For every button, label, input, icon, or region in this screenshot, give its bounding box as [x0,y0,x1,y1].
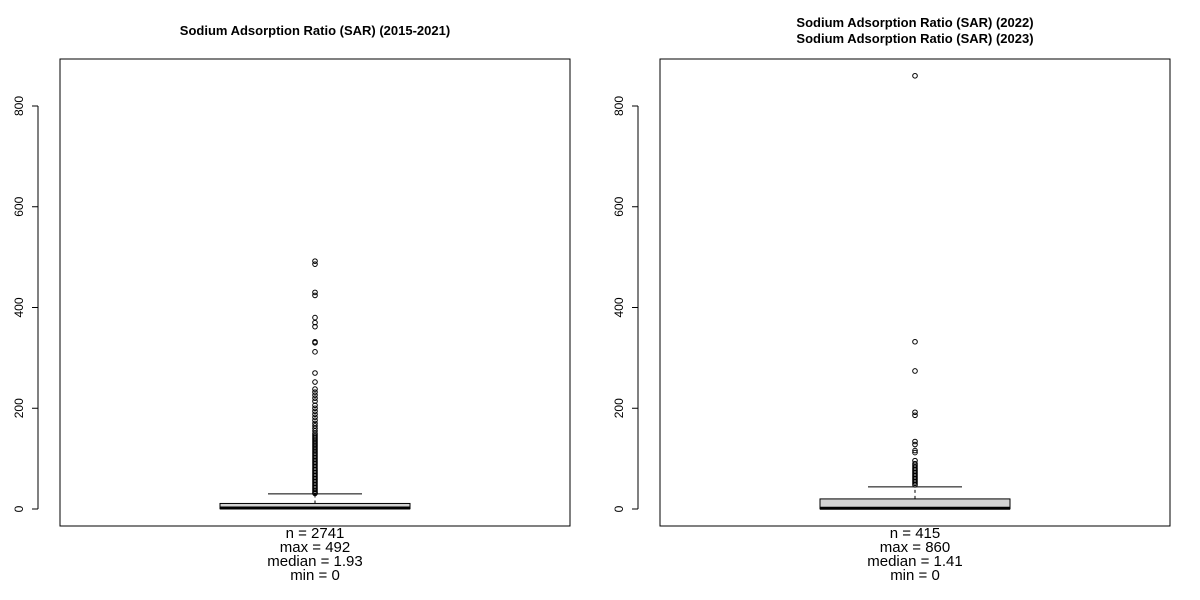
right-boxplot: 0 200 400 600 800 [600,0,1200,600]
outlier-point [913,413,918,418]
outlier-point [313,262,318,267]
y-tick-label: 0 [12,505,26,512]
y-tick-label: 200 [12,398,26,418]
y-tick-label: 200 [612,398,626,418]
outlier-point [313,293,318,298]
y-tick-label: 800 [612,96,626,116]
right-stat-min: min = 0 [660,568,1170,583]
outlier-point [913,369,918,374]
y-tick-label: 800 [12,96,26,116]
y-tick-label: 0 [612,505,626,512]
outlier-point [913,442,918,447]
plot-frame [60,59,570,526]
outlier-point [913,339,918,344]
plot-frame [660,59,1170,526]
outlier-point [313,380,318,385]
outlier-point [313,371,318,376]
outlier-point [313,350,318,355]
left-stat-min: min = 0 [60,568,570,583]
outlier-point [913,73,918,78]
left-chart-panel: Sodium Adsorption Ratio (SAR) (2015-2021… [0,0,600,600]
y-tick-label: 600 [612,196,626,216]
right-chart-panel: Sodium Adsorption Ratio (SAR) (2022) Sod… [600,0,1200,600]
y-tick-label: 400 [612,297,626,317]
y-tick-label: 600 [12,196,26,216]
left-boxplot: 0 200 400 600 800 [0,0,600,600]
outlier-point [313,315,318,320]
y-tick-label: 400 [12,297,26,317]
